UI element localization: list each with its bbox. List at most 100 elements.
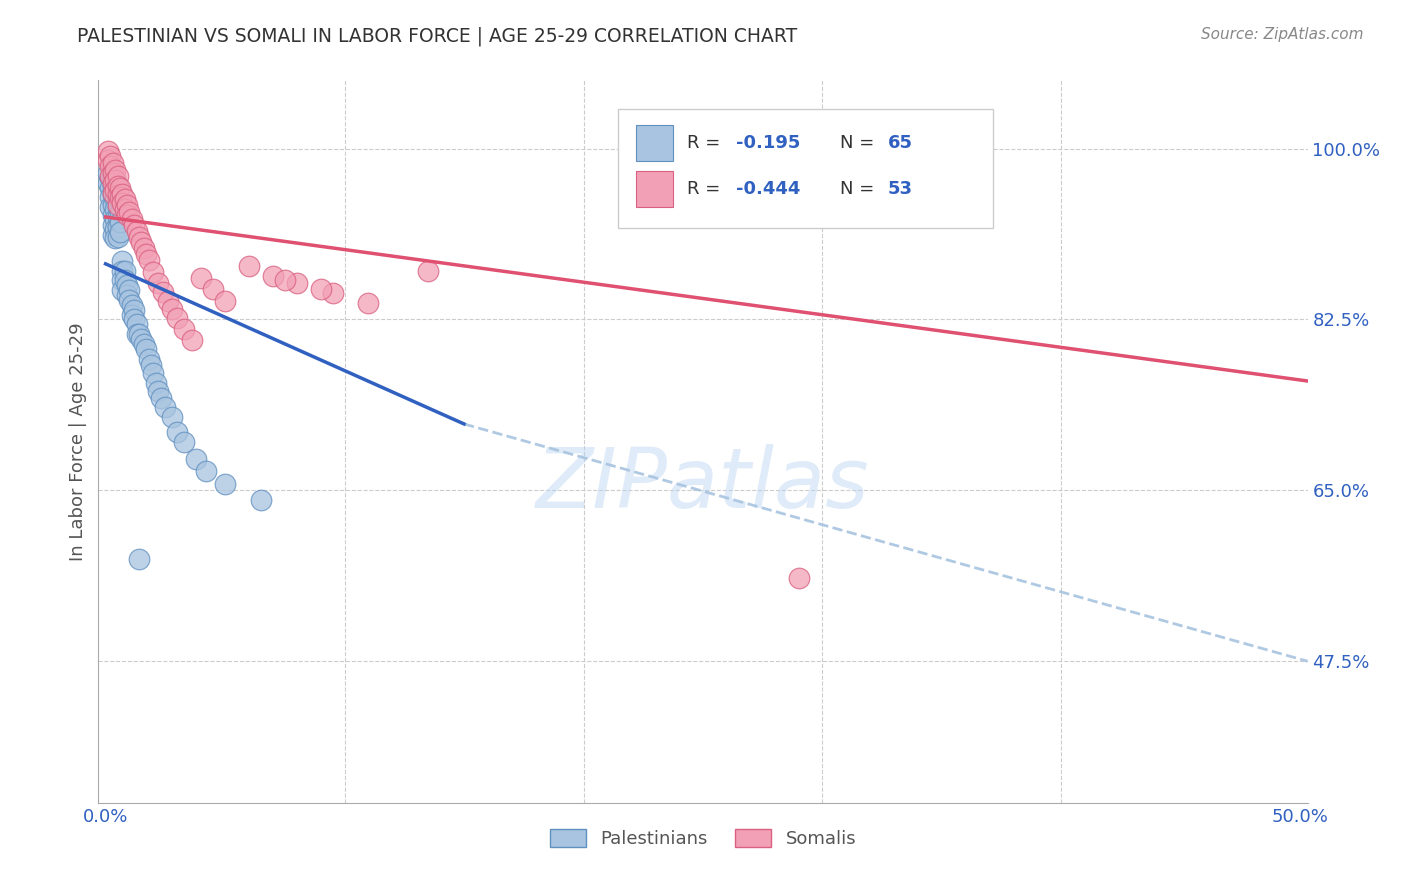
Point [101,176,124,190]
Point [101,227,124,242]
Point [121,308,143,322]
Point [118,293,141,307]
Point [131,332,153,346]
Point [107,169,129,183]
Point [101,188,124,202]
Point [132,337,155,351]
Point [139,359,162,373]
Point [173,322,195,336]
Point [149,391,172,405]
Point [152,285,174,300]
Point [122,302,145,317]
Point [107,180,129,194]
Point [145,376,167,390]
Point [173,434,195,449]
Text: -0.444: -0.444 [735,179,800,198]
Point [101,218,124,232]
Point [274,273,297,287]
Point [214,476,236,491]
Point [101,169,124,183]
Point [787,571,810,585]
Point [194,464,217,478]
Point [135,247,157,261]
Point [128,327,150,342]
Point [118,205,141,219]
Point [128,229,150,244]
Point [107,210,129,224]
Point [104,183,127,197]
Point [108,205,131,219]
Point [166,310,188,325]
Point [114,193,136,207]
Point [118,283,141,297]
Point [214,293,236,308]
Point [418,263,440,277]
Point [107,200,129,214]
Point [250,493,273,508]
Text: R =: R = [688,134,727,153]
Point [111,186,134,201]
Point [125,224,148,238]
Point [108,215,131,229]
Point [142,265,165,279]
Text: 53: 53 [889,179,912,198]
Point [101,166,124,180]
Point [114,202,136,216]
Point [104,173,127,187]
Point [162,410,184,425]
Point [111,254,134,268]
Point [131,235,153,250]
Point [135,342,157,356]
FancyBboxPatch shape [619,109,993,228]
Point [107,188,129,202]
Point [142,366,165,380]
Point [97,153,120,168]
Text: R =: R = [688,179,727,198]
Point [138,252,160,267]
Point [115,208,138,222]
Point [132,241,155,255]
Point [122,218,145,232]
Point [104,163,127,178]
Point [190,270,212,285]
Text: Source: ZipAtlas.com: Source: ZipAtlas.com [1201,27,1364,42]
Text: N =: N = [839,134,880,153]
Point [98,170,121,185]
Point [262,268,284,283]
Point [162,301,184,316]
Point [111,196,134,211]
Point [104,202,127,216]
Point [111,273,134,287]
Point [114,263,136,277]
Point [180,333,202,347]
Point [285,277,308,291]
Point [98,200,121,214]
Point [108,195,131,210]
Point [97,144,120,158]
Point [104,183,127,197]
Point [125,327,148,342]
Point [98,159,121,173]
Point [238,259,260,273]
Text: -0.195: -0.195 [735,134,800,153]
Point [115,198,138,212]
Point [104,193,127,207]
Point [107,178,129,193]
FancyBboxPatch shape [637,170,672,207]
Text: ZIPatlas: ZIPatlas [536,444,870,525]
Point [108,225,131,239]
Point [101,198,124,212]
Point [128,551,150,566]
Text: 65: 65 [889,134,912,153]
Text: PALESTINIAN VS SOMALI IN LABOR FORCE | AGE 25-29 CORRELATION CHART: PALESTINIAN VS SOMALI IN LABOR FORCE | A… [77,27,797,46]
Point [146,384,169,398]
Point [104,231,127,245]
Y-axis label: In Labor Force | Age 25-29: In Labor Force | Age 25-29 [69,322,87,561]
Point [121,211,143,226]
Point [309,282,332,296]
Point [121,298,143,312]
Point [156,293,179,308]
Point [138,351,160,366]
Point [107,229,129,244]
Point [98,190,121,204]
